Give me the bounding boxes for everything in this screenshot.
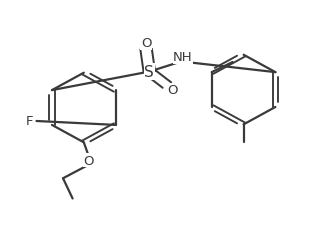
Text: O: O (83, 154, 94, 167)
Text: S: S (144, 65, 154, 80)
Text: F: F (26, 115, 33, 128)
Text: O: O (141, 37, 152, 50)
Text: O: O (167, 84, 178, 97)
Text: NH: NH (173, 51, 193, 64)
